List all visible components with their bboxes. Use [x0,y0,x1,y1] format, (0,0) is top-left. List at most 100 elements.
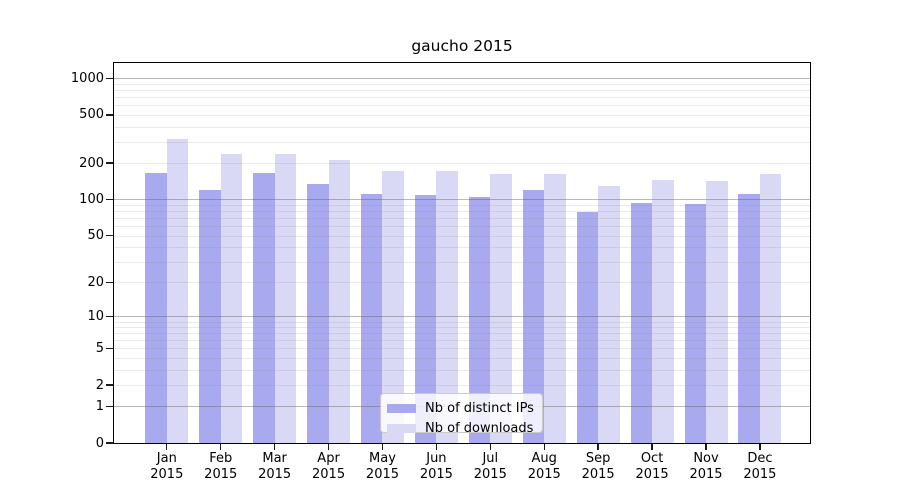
x-axis-tick [381,443,384,450]
y-axis-tick [106,281,113,284]
bar-distinct-ips-jun [414,194,437,443]
x-axis-tick [543,443,545,450]
x-axis-tick-label: Jan 2015 [150,450,184,483]
major-gridline [114,316,810,318]
x-axis-tick [273,443,276,450]
axis-layer: 0 1 2 5 10 20 50 100 200 500 1000 Jan 2015 Feb 2015 M… [71,63,810,482]
x-axis-tick [705,443,707,450]
minor-gridline [114,105,810,107]
y-axis-tick [106,114,113,116]
minor-gridline [114,218,810,220]
y-axis-tick-label: 100 [79,191,104,207]
legend-swatch-downloads [387,424,416,433]
bars-layer [114,63,810,443]
x-axis-tick-label: Dec 2015 [743,450,777,483]
minor-gridline [114,261,810,263]
x-axis-tick [327,443,330,450]
x-axis-tick [489,443,491,450]
minor-gridline [114,226,810,228]
x-axis-tick [651,443,653,450]
legend-label-downloads: Nb of downloads [425,421,534,436]
minor-gridline [114,340,810,342]
bar-downloads-may [382,171,404,443]
major-gridline [114,78,810,80]
y-axis-tick-label: 5 [95,340,104,356]
minor-gridline [114,114,810,116]
y-axis-tick-label: 2 [95,377,104,393]
x-axis-tick-label: Apr 2015 [312,450,346,483]
bar-distinct-ips-aug [522,189,545,443]
x-axis-tick-label: Nov 2015 [689,450,723,483]
grid-layer [114,63,810,443]
y-axis-tick-label: 500 [79,107,104,123]
minor-gridline [114,97,810,99]
bar-downloads-apr [328,160,351,443]
minor-gridline [114,282,810,284]
y-axis-tick [106,347,113,350]
legend-label-distinct-ips: Nb of distinct IPs [425,401,534,416]
x-axis-tick [435,443,438,450]
minor-gridline [114,247,810,249]
bar-distinct-ips-dec [738,194,760,443]
bar-distinct-ips-sep [576,212,599,443]
x-axis-tick-label: Oct 2015 [635,450,669,483]
y-axis-tick [106,234,113,237]
minor-gridline [114,235,810,237]
y-axis-tick [106,442,113,444]
y-axis-tick-label: 200 [79,155,104,171]
bar-downloads-dec [759,174,782,443]
minor-gridline [114,327,810,329]
minor-gridline [114,369,810,371]
bar-downloads-jun [436,171,458,443]
bar-downloads-sep [598,186,620,443]
legend-item-distinct-ips: Nb of distinct IPs [381,399,542,419]
y-axis-tick-label: 20 [87,274,104,290]
y-axis-tick [106,384,113,386]
bar-distinct-ips-jan [145,173,167,443]
bar-downloads-feb [220,154,243,443]
major-gridline [114,199,810,201]
plot-area: 0 1 2 5 10 20 50 100 200 500 1000 Jan 2015 Feb 2015 M… [71,61,811,482]
bar-distinct-ips-feb [199,189,221,443]
minor-gridline [114,204,810,206]
bar-downloads-jul [490,174,512,443]
minor-gridline [114,163,810,165]
y-axis-tick-label: 1 [95,398,104,414]
minor-gridline [114,385,810,387]
x-axis-tick-label: Jul 2015 [473,450,507,483]
y-axis-tick-label: 10 [87,308,104,324]
y-axis-tick-label: 1000 [70,70,104,86]
legend-item-downloads: Nb of downloads [381,419,542,439]
legend: Nb of distinct IPs Nb of downloads [380,392,543,435]
bar-distinct-ips-mar [253,172,275,443]
minor-gridline [114,333,810,335]
bar-distinct-ips-nov [684,203,706,443]
x-axis-tick [220,443,222,450]
bar-distinct-ips-may [360,194,383,443]
x-axis-tick [166,443,168,450]
minor-gridline [114,358,810,360]
bar-distinct-ips-jul [468,197,491,443]
bar-downloads-oct [652,180,674,443]
minor-gridline [114,348,810,350]
y-axis-tick-label: 50 [87,228,104,244]
y-axis-tick [106,405,113,408]
x-axis-tick-label: May 2015 [365,450,400,483]
minor-gridline [114,211,810,213]
minor-gridline [114,141,810,143]
minor-gridline [114,90,810,92]
bar-downloads-jan [166,139,189,443]
x-axis-tick-label: Jun 2015 [419,450,453,483]
y-axis-tick [106,162,113,164]
y-axis-tick [106,77,113,80]
x-axis-tick-label: Aug 2015 [527,450,561,483]
x-axis-tick-label: Feb 2015 [204,450,238,483]
x-axis-tick [759,443,761,450]
minor-gridline [114,84,810,85]
bar-downloads-nov [706,181,728,443]
bar-downloads-mar [274,153,297,443]
minor-gridline [114,126,810,128]
bar-downloads-aug [544,173,566,443]
x-axis-tick [597,443,599,450]
